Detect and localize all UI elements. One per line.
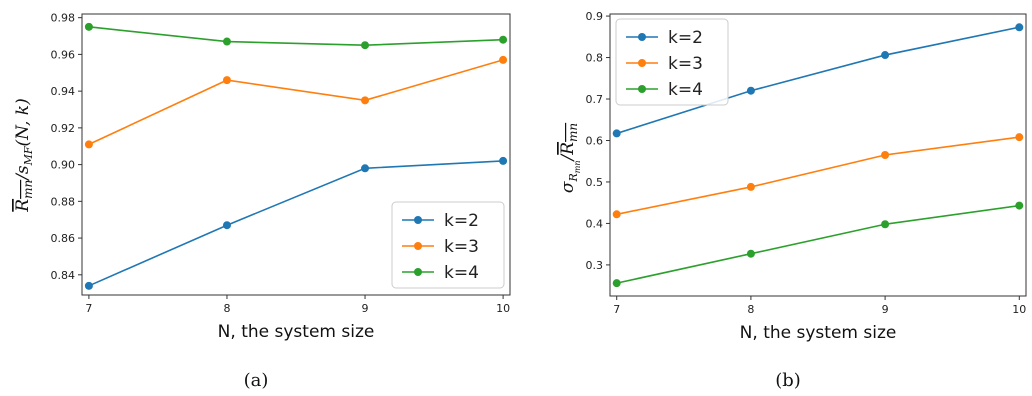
legend-marker-k4	[638, 85, 646, 93]
chart-b-svg: 0.3 0.4 0.5 0.6 0.7 0.8 0.9 7 8 9 10 N, the system …	[558, 10, 1027, 343]
y-tick-label: 0.3	[586, 259, 604, 272]
legend: k=2 k=3 k=4	[615, 18, 729, 106]
x-axis-label: N, the system size	[740, 323, 897, 343]
y-tick-label: 0.94	[51, 85, 76, 98]
data-point-k2-2	[361, 164, 370, 173]
x-tick-label: 9	[882, 303, 889, 316]
plot-frame	[609, 13, 1027, 297]
x-axis-label: N, the system size	[218, 322, 375, 342]
legend-label-k2: k=2	[444, 211, 479, 231]
y-tick-label: 0.90	[51, 159, 76, 172]
x-tick-label: 10	[496, 302, 510, 315]
series-line-k2	[616, 26, 1020, 135]
y-axis-label: Rmn/sMF(N, k)	[13, 98, 35, 212]
data-point-k2-0	[84, 281, 93, 290]
chart-panel-b: 0.3 0.4 0.5 0.6 0.7 0.8 0.9 7 8 9 10 N, the system …	[516, 0, 1032, 396]
y-tick-label: 0.6	[586, 134, 604, 147]
data-point-k3-0	[84, 140, 93, 149]
data-point-k2-2	[881, 51, 890, 60]
y-tick-label: 0.96	[51, 48, 76, 61]
data-point-k3-1	[746, 182, 755, 191]
legend-box	[615, 18, 729, 106]
y-tick-label: 0.4	[586, 217, 604, 230]
data-point-k4-0	[612, 279, 621, 288]
y-tick-label: 0.86	[51, 232, 76, 245]
data-point-k3-3	[1015, 133, 1024, 142]
legend-marker-k4	[414, 268, 422, 276]
x-tick-label: 9	[362, 302, 369, 315]
legend-label-k4: k=4	[444, 263, 479, 283]
chart-b-caption: (b)	[775, 370, 801, 391]
x-tick-label: 7	[85, 302, 92, 315]
x-tick-label: 10	[1012, 303, 1026, 316]
x-tick-label: 8	[223, 302, 230, 315]
legend-label-k3: k=3	[444, 237, 479, 257]
legend-marker-k2	[638, 33, 646, 41]
y-axis-label-text: σRmn/Rmn	[558, 123, 582, 193]
y-tick-label: 0.5	[586, 176, 604, 189]
legend: k=2 k=3 k=4	[391, 201, 505, 289]
data-point-k4-2	[361, 41, 370, 50]
data-point-k2-0	[612, 129, 621, 138]
y-tick-label: 0.8	[586, 52, 604, 65]
chart-a-caption: (a)	[243, 370, 269, 391]
series-line-k3	[88, 59, 504, 146]
data-point-k2-1	[222, 221, 231, 230]
chart-panel-a: 0.84 0.86 0.88 0.90 0.92 0.94 0.96 0.98 7 8 9 10 N, …	[13, 12, 511, 391]
y-tick-label: 0.7	[586, 93, 604, 106]
y-axis-label: σRmn/Rmn	[558, 123, 582, 193]
data-point-k4-1	[222, 37, 231, 46]
legend-marker-k3	[414, 242, 422, 250]
y-axis-label-text: Rmn/sMF(N, k)	[13, 98, 35, 212]
data-point-k4-3	[1015, 201, 1024, 210]
data-point-k2-1	[746, 86, 755, 95]
y-tick-label: 0.9	[586, 10, 604, 23]
y-tick-label: 0.84	[51, 269, 76, 282]
series-line-k4	[616, 204, 1020, 284]
data-point-k3-2	[881, 151, 890, 159]
chart-a-svg: 0.84 0.86 0.88 0.90 0.92 0.94 0.96 0.98 7 8 9 10 N, …	[13, 12, 511, 342]
series-line-k3	[616, 136, 1020, 216]
data-point-k4-3	[499, 35, 508, 44]
data-point-k2-3	[499, 156, 508, 165]
x-tick-label: 7	[613, 303, 620, 316]
data-point-k3-3	[499, 55, 508, 64]
legend-marker-k2	[414, 216, 422, 224]
data-point-k3-2	[361, 96, 370, 105]
y-tick-label: 0.88	[51, 195, 76, 208]
data-point-k2-3	[1015, 23, 1024, 32]
legend-marker-k3	[638, 59, 646, 67]
legend-box	[391, 201, 505, 289]
y-tick-label: 0.92	[51, 122, 76, 135]
legend-label-k3: k=3	[668, 54, 703, 74]
legend-label-k2: k=2	[668, 28, 703, 48]
plot-frame	[81, 13, 511, 296]
data-point-k4-2	[881, 220, 890, 229]
series-line-k4	[88, 26, 504, 47]
legend-label-k4: k=4	[668, 80, 703, 100]
data-point-k3-1	[222, 76, 231, 85]
x-tick-label: 8	[747, 303, 754, 316]
y-tick-label: 0.98	[51, 12, 76, 25]
series-line-k2	[88, 160, 504, 287]
data-point-k4-1	[746, 249, 755, 258]
data-point-k3-0	[612, 210, 621, 219]
data-point-k4-0	[84, 22, 93, 31]
